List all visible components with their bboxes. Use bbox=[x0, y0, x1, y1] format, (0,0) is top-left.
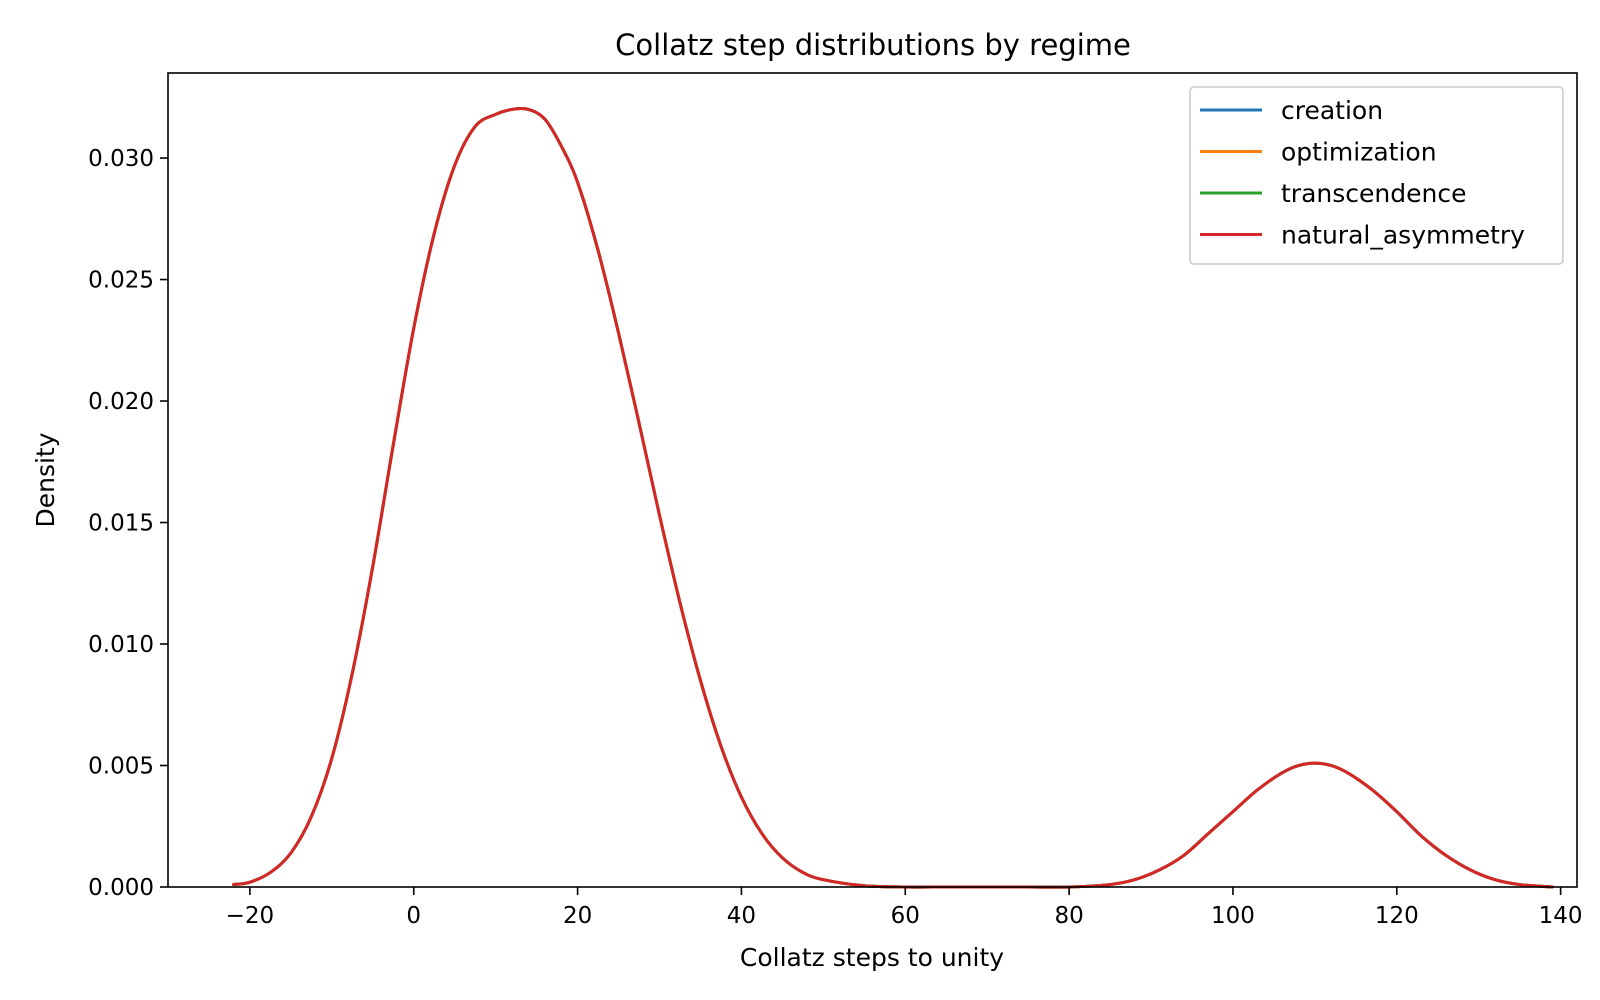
legend-label-creation: creation bbox=[1281, 96, 1383, 125]
x-tick-label: −20 bbox=[226, 903, 275, 929]
legend-box bbox=[1189, 86, 1564, 265]
x-tick-label: 0 bbox=[406, 903, 421, 929]
legend-label-optimization: optimization bbox=[1281, 138, 1437, 167]
y-tick-label: 0.030 bbox=[88, 146, 154, 172]
legend-label-transcendence: transcendence bbox=[1281, 179, 1466, 208]
chart-title: Collatz step distributions by regime bbox=[615, 28, 1131, 62]
plot-area bbox=[167, 72, 1578, 889]
x-tick-label: 60 bbox=[891, 903, 920, 929]
x-tick-label: 120 bbox=[1375, 903, 1419, 929]
x-axis-title: Collatz steps to unity bbox=[740, 943, 1004, 972]
series-line-natural-asymmetry bbox=[232, 107, 1554, 889]
y-tick-label: 0.000 bbox=[88, 875, 154, 901]
x-tick-label: 80 bbox=[1054, 903, 1083, 929]
y-tick-label: 0.020 bbox=[88, 389, 154, 415]
x-axis: −20 0 20 40 60 80 100 120 140 bbox=[226, 887, 1583, 929]
x-tick-label: 100 bbox=[1211, 903, 1255, 929]
legend: creation optimization transcendence natural… bbox=[1189, 86, 1564, 265]
y-tick-label: 0.015 bbox=[88, 511, 154, 537]
y-tick-label: 0.005 bbox=[88, 754, 154, 780]
y-axis: 0.000 0.005 0.010 0.015 0.020 0.025 0.030 bbox=[88, 146, 168, 901]
legend-label-natural-asymmetry: natural_asymmetry bbox=[1281, 221, 1525, 250]
series-layer bbox=[232, 107, 1554, 889]
x-tick-label: 20 bbox=[563, 903, 592, 929]
x-tick-label: 40 bbox=[727, 903, 756, 929]
y-tick-label: 0.025 bbox=[88, 268, 154, 294]
x-tick-label: 140 bbox=[1539, 903, 1583, 929]
y-axis-title: Density bbox=[31, 432, 60, 527]
plot-frame bbox=[167, 72, 1578, 888]
y-tick-label: 0.010 bbox=[88, 632, 154, 658]
